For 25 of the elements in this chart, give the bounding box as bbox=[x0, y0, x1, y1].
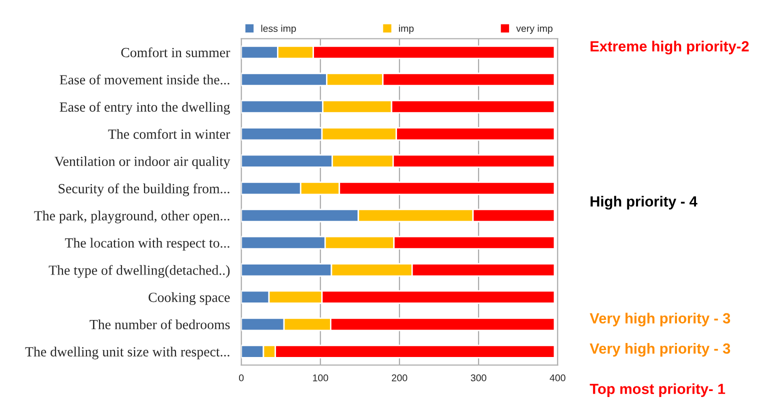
y-tick-label: The location with respect to... bbox=[65, 238, 230, 250]
y-tick-label: Comfort in summer bbox=[121, 47, 230, 58]
y-tick-label: Ease of entry into the dwelling bbox=[60, 102, 230, 115]
x-tick-label: 400 bbox=[550, 374, 566, 382]
x-tick-label: 100 bbox=[313, 374, 328, 382]
y-tick-label: Ease of movement inside the... bbox=[60, 74, 230, 85]
x-tick-label: 0 bbox=[239, 374, 244, 382]
x-tick-label: 300 bbox=[470, 374, 486, 382]
x-tick-label: 200 bbox=[392, 374, 408, 382]
text: Very high priority - 3 bbox=[590, 312, 730, 326]
legend-label: less imp bbox=[261, 24, 296, 34]
text: High priority - 4 bbox=[590, 196, 698, 210]
y-tick-label: Cooking space bbox=[148, 292, 230, 305]
y-tick-label: The number of bedrooms bbox=[90, 319, 230, 330]
legend-label: imp bbox=[399, 24, 414, 34]
y-tick-label: Security of the building from... bbox=[58, 183, 230, 196]
legend-label: very imp bbox=[516, 24, 552, 34]
y-tick-label: The park, playground, other open... bbox=[34, 210, 230, 224]
y-tick-label: The type of dwelling(detached..) bbox=[48, 265, 230, 278]
text: Very high priority - 3 bbox=[590, 342, 730, 357]
y-tick-label: The dwelling unit size with respect... bbox=[25, 346, 230, 360]
text: Top most priority- 1 bbox=[590, 383, 726, 397]
text: Extreme high priority-2 bbox=[590, 40, 749, 54]
y-tick-label: Ventilation or indoor air quality bbox=[54, 156, 230, 169]
y-tick-label: The comfort in winter bbox=[108, 128, 230, 139]
